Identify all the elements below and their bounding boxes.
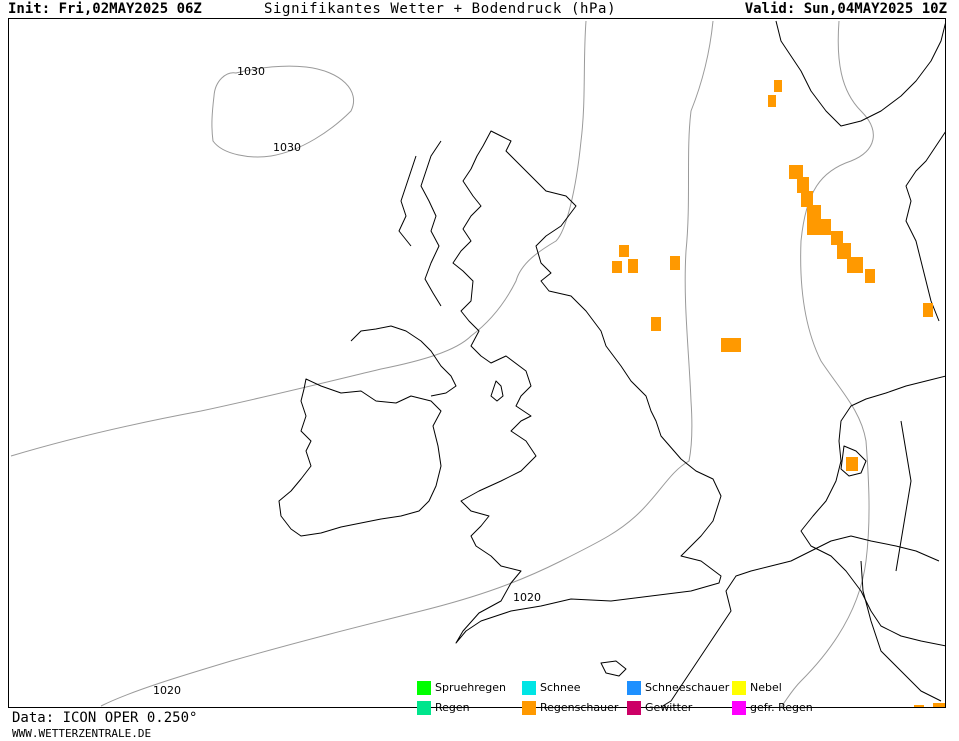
map-canvas: 1030 1030 1020 1020: [10, 20, 945, 707]
legend-swatch: [522, 680, 536, 695]
isobar-1030-east: [10, 20, 587, 457]
great-britain-coast: [452, 130, 722, 644]
shower-cell: [807, 205, 821, 223]
shower-cell: [619, 245, 629, 257]
isobar-label-1020-southwest: 1020: [153, 684, 181, 697]
legend-swatch: [417, 680, 431, 695]
legend-label: Spruehregen: [435, 681, 506, 694]
legend-label: Schneeschauer: [645, 681, 730, 694]
shower-cell: [933, 703, 945, 707]
shower-cell: [847, 257, 863, 273]
legend-label: Nebel: [750, 681, 782, 694]
shower-cell: [628, 259, 638, 273]
netherlands-coast: [800, 375, 945, 647]
shower-cell: [774, 80, 782, 92]
isobar-label-1030-bottom: 1030: [273, 141, 301, 154]
national-border-1: [860, 560, 942, 702]
legend-label: gefr. Regen: [750, 701, 813, 714]
shower-cell: [651, 317, 661, 331]
data-source: Data: ICON OPER 0.250°: [12, 710, 198, 726]
france-belgium-coast: [660, 535, 940, 707]
norway-coast: [775, 20, 945, 127]
shower-cell: [670, 256, 680, 270]
legend-item-regenschauer: Regenschauer: [522, 699, 618, 716]
hebrides: [398, 155, 417, 247]
shower-cell: [612, 261, 622, 273]
legend-item-regen: Regen: [417, 699, 470, 716]
ireland-coast: [278, 378, 442, 537]
legend-swatch: [627, 680, 641, 695]
isobar-1020: [780, 20, 874, 707]
precipitation-cells: [612, 80, 945, 707]
legend-swatch: [732, 700, 746, 715]
valid-time: Valid: Sun,04MAY2025 10Z: [744, 1, 947, 17]
national-border-2: [895, 420, 912, 572]
legend-swatch: [417, 700, 431, 715]
isobar-label-1030-top: 1030: [237, 65, 265, 78]
shower-cell: [914, 705, 924, 707]
legend-label: Regenschauer: [540, 701, 619, 714]
ijsselmeer: [840, 445, 867, 477]
weather-map[interactable]: 1030 1030 1020 1020: [8, 18, 946, 708]
shower-cell: [846, 457, 858, 471]
source-url[interactable]: WWW.WETTERZENTRALE.DE: [12, 727, 152, 740]
legend-item-nebel: Nebel: [732, 679, 782, 696]
shower-cell: [865, 269, 875, 283]
northern-ireland-coast: [350, 325, 457, 397]
isobar-1025: [100, 20, 714, 707]
legend-label: Schnee: [540, 681, 581, 694]
shower-cell: [801, 191, 813, 207]
isobar-1030-closed: [211, 65, 355, 158]
legend-item-schnee: Schnee: [522, 679, 581, 696]
shower-cell: [768, 95, 776, 107]
legend-label: Gewitter: [645, 701, 693, 714]
shower-cell: [721, 338, 741, 352]
shower-cell: [797, 177, 809, 193]
channel-islands: [600, 660, 627, 677]
shower-cell: [807, 219, 831, 235]
scotland-west-islands: [420, 140, 442, 307]
shower-cell: [837, 243, 851, 259]
init-time: Init: Fri,02MAY2025 06Z: [8, 1, 202, 17]
legend-item-gefr-regen: gefr. Regen: [732, 699, 813, 716]
legend-item-gewitter: Gewitter: [627, 699, 692, 716]
shower-cell: [923, 303, 933, 317]
precipitation-legend: Spruehregen Schnee Schneeschauer Nebel R…: [417, 679, 837, 717]
isle-of-man: [490, 380, 504, 402]
isobar-label-1020-channel: 1020: [513, 591, 541, 604]
legend-item-schneeschauer: Schneeschauer: [627, 679, 729, 696]
shower-cell: [789, 165, 803, 179]
legend-swatch: [732, 680, 746, 695]
legend-label: Regen: [435, 701, 470, 714]
legend-swatch: [627, 700, 641, 715]
legend-item-spruehregen: Spruehregen: [417, 679, 506, 696]
denmark-sweden-coast: [905, 131, 945, 322]
map-title: Signifikantes Wetter + Bodendruck (hPa): [264, 1, 617, 17]
legend-swatch: [522, 700, 536, 715]
shower-cell: [831, 231, 843, 245]
